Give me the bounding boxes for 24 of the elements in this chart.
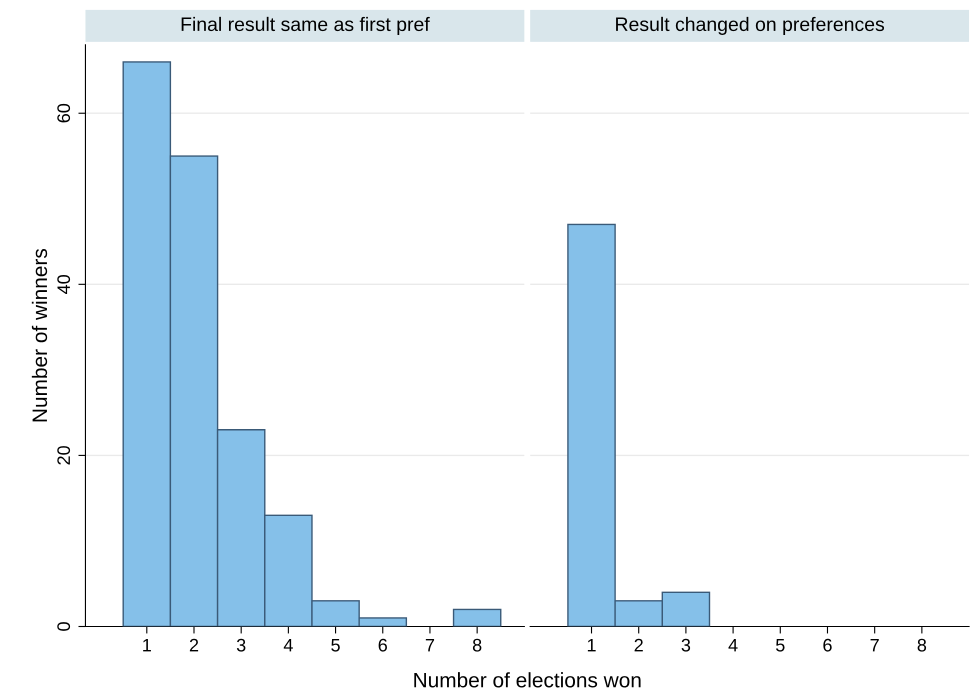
x-tick-label: 2 — [634, 638, 643, 652]
x-tick-label: 6 — [823, 638, 832, 652]
chart-title: Result changed on preferences — [616, 16, 884, 35]
chart-title: Final result same as first pref — [182, 16, 430, 35]
x-tick-label: 3 — [236, 638, 246, 652]
y-tick-label: 0 — [57, 622, 70, 631]
x-tick-label: 5 — [331, 638, 340, 652]
y-tick-label: 40 — [57, 274, 70, 294]
x-tick-label: 5 — [776, 638, 785, 652]
x-tick-label: 7 — [426, 638, 434, 652]
x-tick-label: 3 — [682, 638, 690, 652]
y-tick-label: 20 — [57, 446, 70, 465]
y-axis-title: Number of winners — [32, 248, 48, 422]
x-tick-label: 4 — [284, 638, 293, 652]
x-tick-label: 6 — [378, 638, 387, 652]
x-tick-label: 4 — [728, 638, 738, 652]
x-tick-label: 2 — [190, 638, 198, 652]
x-tick-label: 8 — [918, 638, 926, 652]
x-axis-title: Number of elections won — [414, 672, 641, 688]
x-tick-label: 7 — [870, 638, 879, 652]
x-tick-label: 8 — [472, 638, 482, 652]
x-tick-label: 1 — [588, 638, 596, 652]
x-tick-label: 1 — [143, 638, 151, 652]
y-tick-label: 60 — [57, 104, 70, 122]
